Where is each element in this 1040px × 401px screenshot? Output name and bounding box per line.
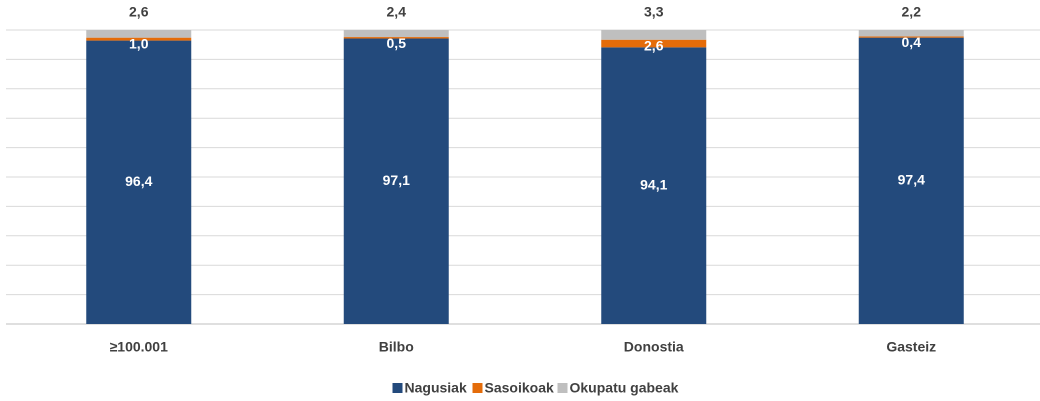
data-label: 94,1 bbox=[640, 176, 667, 192]
x-tick-label: Bilbo bbox=[379, 339, 414, 355]
legend-label: Sasoikoak bbox=[485, 380, 554, 396]
bar-segment bbox=[86, 30, 192, 38]
data-label: 0,5 bbox=[387, 35, 407, 51]
bar-segment bbox=[858, 36, 964, 38]
data-label: 2,6 bbox=[129, 4, 149, 20]
bar-segment bbox=[858, 37, 964, 324]
bar-segment bbox=[601, 47, 707, 324]
bar-segment bbox=[343, 37, 449, 39]
data-label: 97,4 bbox=[898, 172, 925, 188]
data-label: 3,3 bbox=[644, 4, 664, 20]
x-tick-label: Donostia bbox=[624, 339, 684, 355]
bar-segment bbox=[601, 39, 707, 48]
legend-label: Nagusiak bbox=[405, 380, 467, 396]
bar-segment bbox=[343, 38, 449, 324]
bar-segment bbox=[601, 30, 707, 40]
legend-label: Okupatu gabeak bbox=[570, 380, 679, 396]
data-label: 97,1 bbox=[383, 172, 410, 188]
bar-segment bbox=[86, 40, 192, 325]
data-label: 0,4 bbox=[902, 34, 922, 50]
bar-segment bbox=[858, 30, 964, 37]
data-label: 2,6 bbox=[644, 37, 664, 53]
data-label: 2,4 bbox=[387, 4, 407, 20]
bar-segment bbox=[343, 30, 449, 38]
data-label: 1,0 bbox=[129, 35, 149, 51]
legend-swatch bbox=[472, 383, 483, 393]
x-tick-label: ≥100.001 bbox=[110, 339, 169, 355]
data-label: 2,2 bbox=[902, 4, 922, 20]
data-label: 96,4 bbox=[125, 173, 152, 189]
bar-segment bbox=[86, 37, 192, 41]
x-tick-label: Gasteiz bbox=[886, 339, 936, 355]
legend-swatch bbox=[557, 383, 568, 393]
legend-swatch bbox=[392, 383, 403, 393]
